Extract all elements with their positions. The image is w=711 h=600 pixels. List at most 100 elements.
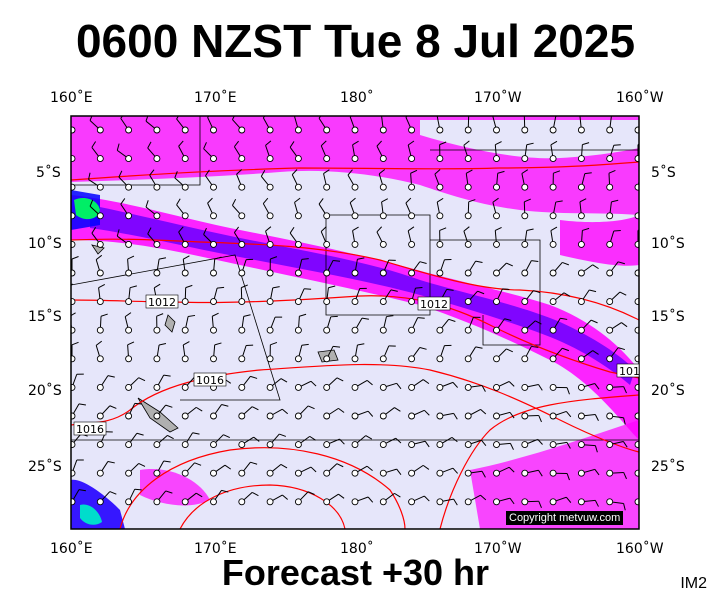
wind-barb-flag	[89, 116, 93, 121]
wind-barb-flag	[365, 435, 373, 440]
isobar-label-3: 1016	[196, 374, 224, 387]
wind-station	[71, 498, 76, 506]
wind-barb-flag	[231, 198, 237, 206]
wind-station	[549, 155, 557, 163]
wind-station	[96, 498, 104, 506]
wind-barb-flag	[415, 287, 423, 289]
wind-barb-flag	[338, 493, 345, 499]
wind-barb-flag	[621, 322, 628, 328]
wind-station	[351, 326, 359, 334]
wind-barb-flag	[149, 169, 155, 176]
wind-barb-flag	[623, 417, 626, 425]
wind-station	[125, 383, 133, 391]
wind-barb-flag	[592, 264, 599, 270]
map-code: IM2	[680, 575, 707, 592]
wind-station	[71, 298, 76, 306]
wind-station	[464, 155, 472, 163]
wind-barb-flag	[320, 226, 327, 232]
wind-barb-flag	[463, 140, 470, 146]
wind-barb-flag	[367, 496, 374, 503]
wind-station	[294, 126, 302, 134]
wind-barb-flag	[221, 489, 229, 493]
wind-station	[408, 269, 416, 277]
wind-barb-flag	[167, 434, 174, 440]
wind-barb-flag	[129, 285, 137, 289]
wind-station	[436, 240, 444, 248]
isobar-label-box-5	[616, 363, 640, 378]
wind-station	[323, 155, 331, 163]
wind-station	[153, 240, 161, 248]
wind-station	[493, 212, 500, 220]
wind-station	[351, 269, 359, 277]
wind-barb-flag	[463, 226, 470, 232]
wind-station	[181, 383, 189, 391]
wind-barb-flag	[203, 227, 207, 235]
wind-station	[408, 326, 416, 334]
wind-station	[266, 298, 274, 306]
lon-label-160e-top: 160˚E	[50, 90, 93, 106]
wind-barb-flag	[98, 284, 106, 289]
wind-barb-flag	[163, 460, 171, 463]
wind-station	[210, 155, 217, 163]
wind-station	[493, 298, 500, 306]
wind-barb-flag	[538, 384, 543, 391]
wind-station	[549, 498, 557, 506]
wind-barb-flag	[622, 441, 628, 448]
wind-station	[210, 240, 217, 248]
wind-station	[549, 126, 557, 134]
wind-barb-staff	[71, 214, 73, 217]
wind-barb-flag	[439, 141, 447, 146]
wind-barb-flag	[376, 226, 383, 233]
wind-barb-flag	[566, 473, 570, 481]
wind-station	[577, 269, 585, 277]
wind-barb-flag	[376, 140, 383, 147]
wind-station	[464, 469, 472, 477]
wind-barb-flag	[299, 313, 307, 317]
wind-barb-flag	[214, 342, 222, 346]
precip-extreme-west	[74, 198, 100, 220]
wind-barb-flag	[506, 262, 513, 267]
wind-station	[125, 412, 133, 420]
wind-barb-flag	[475, 260, 483, 263]
wind-station	[634, 126, 639, 134]
wind-barb-flag	[214, 256, 222, 260]
wind-barb-flag	[174, 171, 178, 179]
wind-barb-flag	[509, 443, 514, 450]
wind-barb-flag	[116, 229, 120, 237]
wind-station	[96, 326, 104, 334]
wind-station	[266, 355, 274, 363]
wind-station	[125, 469, 133, 477]
wind-station	[294, 441, 302, 449]
wind-barb-flag	[366, 380, 373, 386]
wind-barb-flag	[352, 140, 359, 146]
wind-station	[181, 498, 189, 506]
wind-station	[125, 212, 133, 220]
wind-barb-flag	[475, 346, 483, 349]
lon-label-160w-top: 160˚W	[616, 90, 664, 106]
wind-station	[238, 240, 246, 248]
wind-station	[634, 269, 639, 277]
wind-station	[464, 269, 472, 277]
wind-barb-flag	[294, 197, 301, 203]
wind-station	[408, 212, 416, 220]
wind-barb-flag	[163, 374, 171, 377]
wind-station	[577, 183, 585, 191]
wind-barb-flag	[422, 464, 430, 470]
wind-barb-flag	[192, 432, 200, 435]
wind-station	[379, 155, 387, 163]
wind-barb-flag	[61, 229, 63, 236]
wind-station	[96, 383, 104, 391]
isobar-1020-south	[119, 447, 406, 529]
wind-station	[181, 269, 189, 277]
wind-station	[379, 441, 387, 449]
wind-station	[294, 212, 302, 220]
wind-barb-flag	[640, 172, 647, 173]
wind-station	[634, 355, 639, 363]
wind-station	[153, 212, 161, 220]
wind-barb-flag	[309, 435, 316, 441]
isobar-label-box-4	[73, 421, 107, 436]
wind-station	[549, 441, 557, 449]
wind-station	[521, 441, 529, 449]
precipitation-layer	[61, 116, 647, 529]
wind-barb-flag	[434, 169, 441, 175]
